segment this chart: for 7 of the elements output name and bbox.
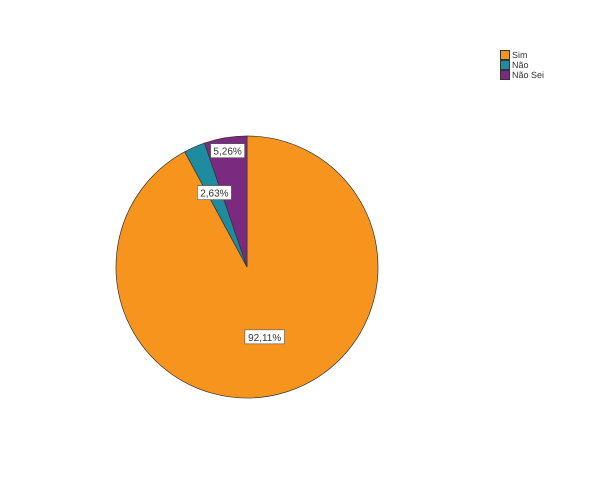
legend-label: Não Sei <box>512 70 544 80</box>
pie-slice <box>116 136 378 398</box>
data-label: 5,26% <box>213 146 242 158</box>
data-label: 92,11% <box>248 332 282 344</box>
legend-label: Não <box>512 60 529 70</box>
legend-label: Sim <box>512 50 528 60</box>
data-label: 2,63% <box>200 188 229 200</box>
